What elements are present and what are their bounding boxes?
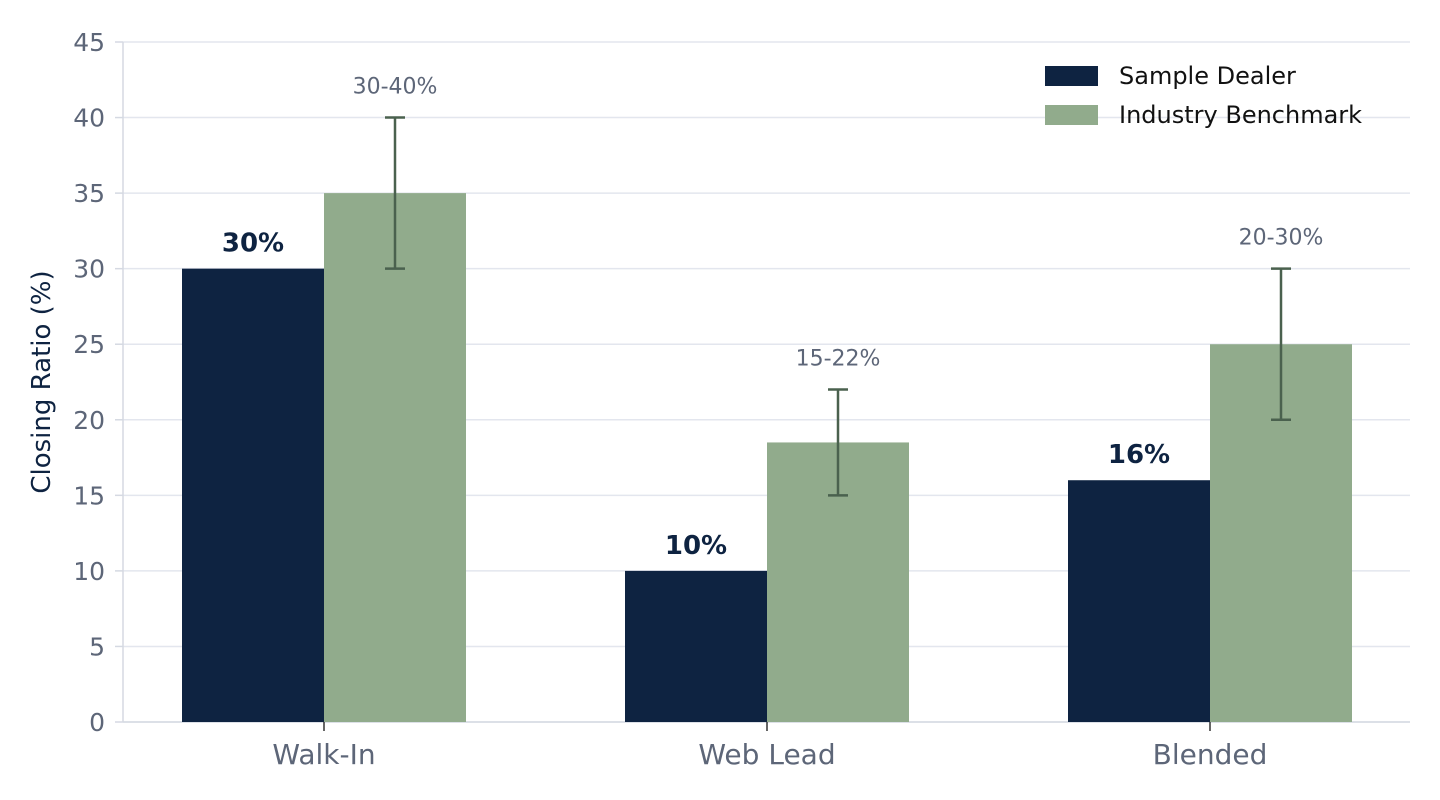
y-tick-label: 25 (73, 330, 105, 359)
y-axis-label: Closing Ratio (%) (27, 270, 57, 493)
value-label-sample-dealer: 10% (665, 531, 727, 561)
y-tick-label: 20 (73, 406, 105, 435)
range-label-industry-benchmark: 20-30% (1239, 226, 1324, 251)
bar-sample-dealer (182, 268, 324, 722)
y-tick-label: 5 (89, 632, 105, 661)
legend-label: Sample Dealer (1119, 62, 1296, 90)
y-tick-label: 45 (73, 28, 105, 57)
legend-label: Industry Benchmark (1119, 101, 1362, 129)
legend: Sample Dealer Industry Benchmark (1045, 62, 1362, 129)
bar-industry-benchmark (324, 193, 466, 723)
legend-swatch (1045, 66, 1098, 86)
value-label-sample-dealer: 30% (222, 229, 284, 259)
y-tick-label: 0 (89, 708, 105, 737)
y-tick-label: 15 (73, 481, 105, 510)
bar-sample-dealer (625, 570, 767, 722)
bar-sample-dealer (1068, 480, 1210, 722)
range-label-industry-benchmark: 30-40% (353, 75, 438, 100)
x-tick-label: Blended (1153, 738, 1268, 771)
y-tick-label: 35 (73, 179, 105, 208)
axes: 0 5 10 15 20 25 30 35 40 45 Walk-In Web Lead Blended (73, 28, 1410, 771)
range-label-industry-benchmark: 15-22% (796, 347, 881, 372)
x-tick-label: Web Lead (698, 738, 835, 771)
y-tick-label: 40 (73, 104, 105, 133)
value-label-sample-dealer: 16% (1108, 440, 1170, 470)
y-tick-label: 10 (73, 557, 105, 586)
data-labels: 30% 30-40% 10% 15-22% 16% 20-30% (222, 75, 1324, 561)
x-tick-label: Walk-In (272, 738, 375, 771)
bars (182, 116, 1352, 723)
legend-swatch (1045, 105, 1098, 125)
y-tick-label: 30 (73, 255, 105, 284)
